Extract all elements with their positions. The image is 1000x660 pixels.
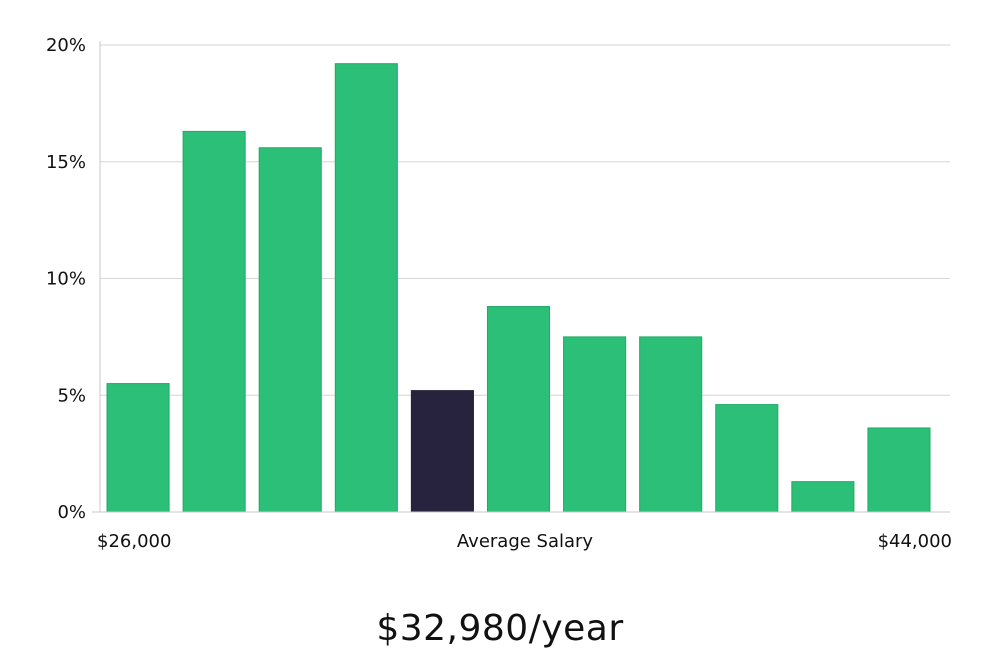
y-axis-ticks: 0% 5% 10% 15% 20% bbox=[46, 35, 86, 523]
bar bbox=[639, 336, 703, 513]
bar bbox=[258, 147, 322, 513]
bar bbox=[563, 336, 627, 513]
average-salary-value: $32,980/year bbox=[376, 608, 624, 649]
x-label-center: Average Salary bbox=[457, 531, 594, 552]
bar-average bbox=[410, 390, 474, 513]
bar bbox=[791, 481, 855, 513]
bar bbox=[486, 306, 551, 513]
y-tick-label: 10% bbox=[46, 269, 86, 290]
bar bbox=[715, 404, 779, 513]
x-label-max: $44,000 bbox=[878, 531, 952, 552]
y-tick-label: 5% bbox=[57, 385, 86, 406]
y-tick-label: 0% bbox=[57, 502, 86, 523]
bars bbox=[106, 63, 931, 513]
y-tick-label: 20% bbox=[46, 35, 86, 56]
x-label-min: $26,000 bbox=[97, 531, 171, 552]
bar bbox=[867, 427, 931, 513]
salary-histogram: 0% 5% 10% 15% 20% $26,000 Average Salary $44… bbox=[46, 35, 952, 552]
bar bbox=[182, 130, 246, 513]
bar bbox=[106, 383, 170, 513]
chart-svg: 0% 5% 10% 15% 20% $26,000 Average Salary $44… bbox=[46, 35, 952, 552]
bar bbox=[334, 63, 398, 513]
y-tick-label: 15% bbox=[46, 152, 86, 173]
